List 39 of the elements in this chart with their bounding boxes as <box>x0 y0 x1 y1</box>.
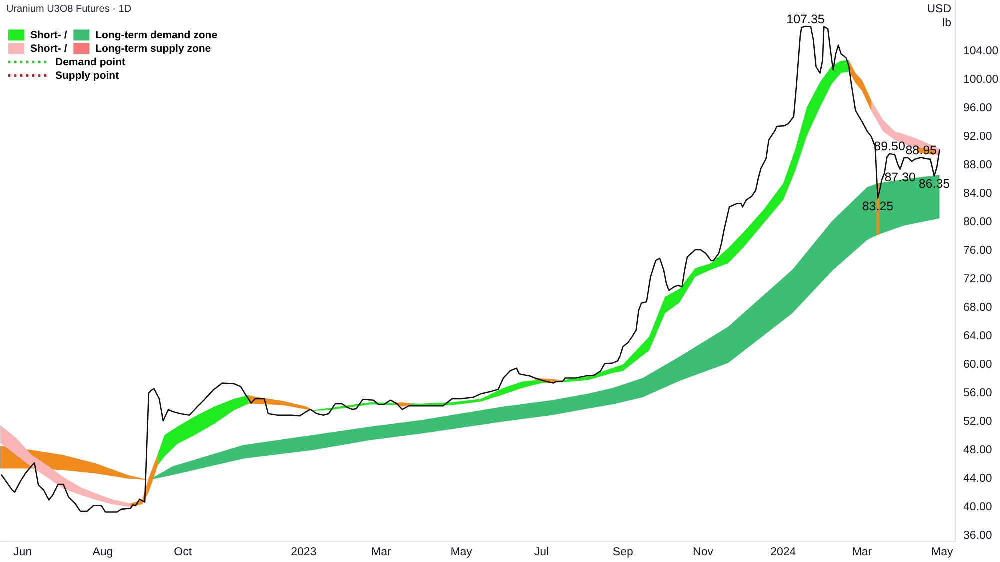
legend-label: Demand point <box>56 56 126 68</box>
chart-title: Uranium U3O8 Futures · 1D <box>6 4 132 15</box>
y-tick-label: 48.00 <box>964 444 992 457</box>
legend-label: Short- / <box>30 42 68 55</box>
x-tick-label: May <box>932 546 954 558</box>
y-tick-label: 92.00 <box>964 130 992 143</box>
x-tick-label: Jul <box>534 546 550 558</box>
x-tick-label: 2023 <box>291 546 317 558</box>
legend-label: Long-term demand zone <box>96 29 218 42</box>
y-tick-label: 52.00 <box>964 416 992 428</box>
y-tick-label: 40.00 <box>964 502 992 514</box>
y-tick-label: 88.00 <box>964 159 992 172</box>
legend-label: Supply point <box>56 70 120 82</box>
legend-label: Long-term supply zone <box>96 42 212 55</box>
legend-label: Short- / <box>30 29 68 42</box>
x-tick-label: Mar <box>372 546 392 558</box>
y-tick-label: 80.00 <box>964 216 992 228</box>
y-tick-label: 56.00 <box>964 388 992 400</box>
x-tick-label: Oct <box>174 546 193 558</box>
x-tick-label: May <box>450 546 473 558</box>
y-tick-label: 36.00 <box>964 530 992 542</box>
y-tick-label: 76.00 <box>964 244 992 257</box>
y-tick-label: 44.00 <box>964 473 992 486</box>
y-tick-label: 104.00 <box>964 45 999 58</box>
y-tick-label: 96.00 <box>964 102 992 114</box>
x-tick-label: 2024 <box>770 546 797 558</box>
y-tick-label: 72.00 <box>964 273 992 286</box>
x-tick-label: Jun <box>14 546 32 558</box>
y-tick-label: 100.00 <box>964 74 999 86</box>
y-axis-title: USD lb <box>927 4 952 30</box>
y-tick-label: 60.00 <box>964 359 992 372</box>
y-tick-label: 84.00 <box>964 188 992 200</box>
x-tick-label: Nov <box>693 546 714 558</box>
annotation: 107.35 <box>786 12 825 27</box>
y-tick-label: 64.00 <box>964 330 992 343</box>
x-tick-label: Aug <box>92 546 114 558</box>
y-tick-label: 68.00 <box>964 302 992 314</box>
x-tick-label: Mar <box>852 546 872 558</box>
x-tick-label: Sep <box>612 546 634 558</box>
